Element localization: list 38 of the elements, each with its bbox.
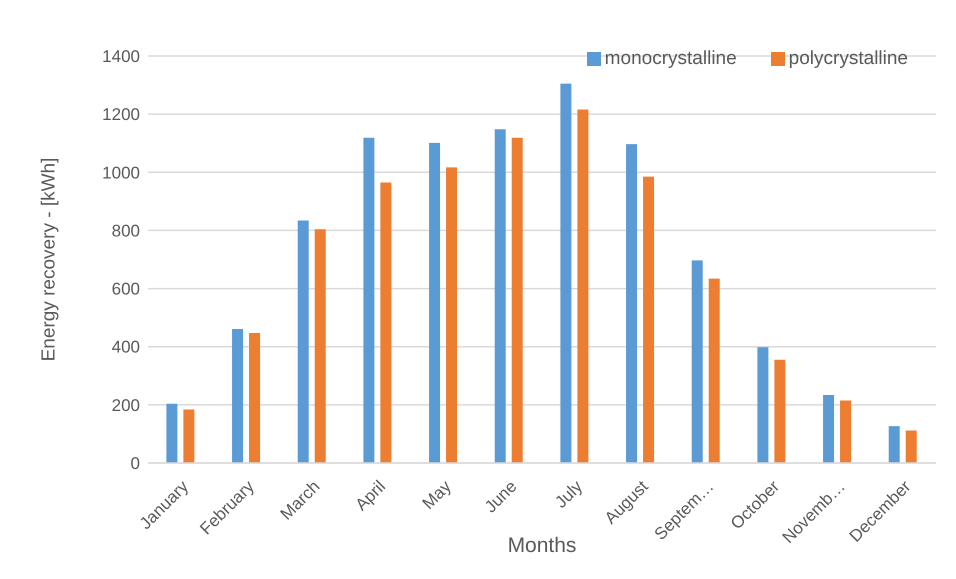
bar [232,328,244,463]
bar [446,167,458,463]
bar [314,229,326,463]
bar [774,360,786,463]
y-tick-label: 0 [130,454,140,474]
bar [626,144,638,463]
x-tick-label: July [551,476,586,512]
bar [512,138,523,463]
x-axis-title: Months [508,534,576,557]
y-tick-label: 200 [112,396,140,415]
y-tick-label: 400 [112,338,140,357]
x-tick-label: May [418,476,456,514]
bar [643,176,654,463]
legend-label: monocrystalline [604,48,737,69]
y-tick-label: 1400 [102,47,140,66]
bar [298,220,309,463]
bar [429,142,440,463]
y-tick-label: 600 [112,280,140,299]
bar [560,84,572,463]
bar [249,333,260,463]
bar [823,394,834,463]
bar [840,400,852,463]
bar [494,129,506,463]
legend-label: polycrystalline [788,48,908,69]
y-tick-label: 1200 [102,105,140,124]
bar [380,182,392,463]
bar [906,430,917,463]
bar [692,260,703,463]
bar [888,426,900,463]
y-tick-label: 1000 [102,163,140,182]
bar [363,138,374,463]
bar [577,109,588,463]
bar [166,404,178,463]
y-axis-title: Energy recovery - [kWh] [38,158,60,362]
bar [708,278,720,463]
y-tick-label: 800 [112,221,140,240]
bar [757,347,768,463]
bar [183,410,194,463]
